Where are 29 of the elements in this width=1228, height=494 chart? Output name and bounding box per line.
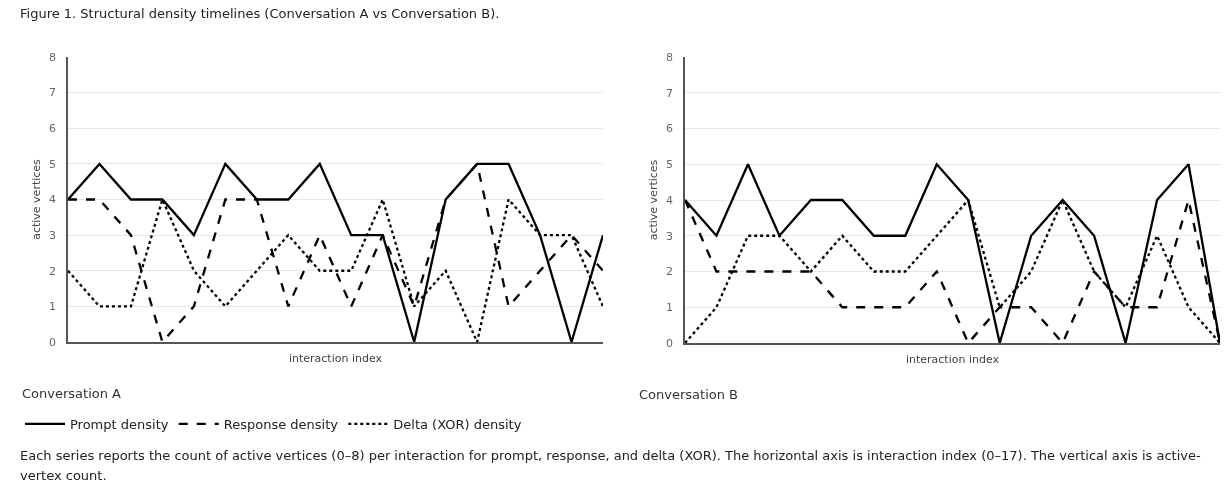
y-tick-label: 2 [666,265,674,279]
y-tick-label: 4 [666,193,674,207]
chart-title: Figure 1. Structural density timelines (Conversation A vs Conversation B). [20,6,500,21]
y-tick-label: 0 [666,336,674,350]
y-tick-label: 6 [666,122,674,136]
y-tick-label: 8 [666,50,674,64]
text: Conversation A [22,386,122,401]
text: Each series reports the count of active vertices (0–8) per interaction for prompt, response, and delta (XOR). The horizontal axis is interaction index (0–17). The vertical axis is active-vertex count. [20,447,1202,485]
x-axis-title: interaction index [905,353,1000,367]
y-tick-label: 5 [49,157,57,171]
y-tick-label: 6 [49,122,57,136]
legend-label: Delta (XOR) density [393,416,522,432]
y-tick-label: 1 [49,300,57,314]
legend-label: Response density [223,416,339,432]
y-tick-label: 5 [666,158,674,172]
text: Conversation B [639,387,738,402]
y-tick-label: 0 [49,335,57,349]
y-axis-title: active vertices [30,158,44,240]
legend-label: Prompt density [70,416,169,432]
y-tick-label: 7 [666,86,674,100]
y-tick-label: 4 [49,193,57,207]
y-tick-label: 3 [49,228,57,242]
y-tick-label: 3 [666,229,674,243]
x-axis-title: interaction index [288,352,383,366]
y-tick-label: 2 [49,264,57,278]
y-tick-label: 7 [49,86,57,100]
y-axis-title: active vertices [647,159,661,241]
y-tick-label: 1 [666,301,674,315]
y-tick-label: 8 [49,50,57,64]
